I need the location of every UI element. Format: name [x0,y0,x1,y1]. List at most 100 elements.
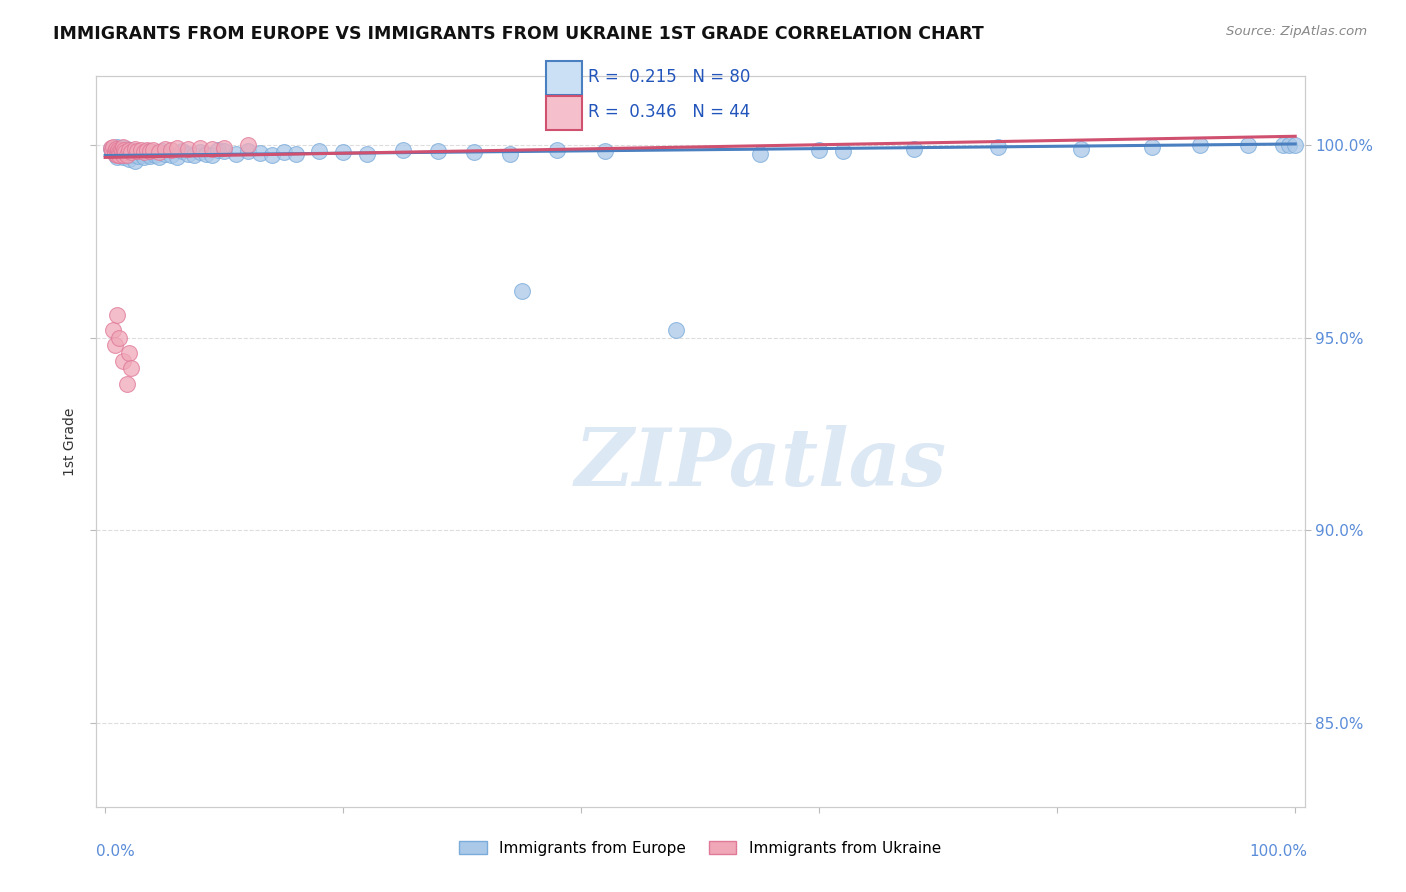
Point [153,146,176,161]
Point [134,150,156,164]
Point [127,144,149,158]
Point [111,140,134,154]
Point [111,145,134,159]
Point [127,149,149,163]
Point [139,149,162,163]
Point [104,145,127,160]
Point [748,146,770,161]
Point [101,144,124,158]
Point [808,143,831,157]
Point [1272,138,1295,153]
Point [118,152,141,166]
Text: Source: ZipAtlas.com: Source: ZipAtlas.com [1226,25,1367,38]
Point [665,323,688,337]
Point [100,141,122,155]
Point [166,150,188,164]
Point [108,142,131,156]
Legend: Immigrants from Europe, Immigrants from Ukraine: Immigrants from Europe, Immigrants from … [453,835,948,862]
Point [135,144,157,158]
Point [391,143,413,157]
Point [114,146,136,161]
Point [546,143,568,157]
Point [127,144,149,158]
Point [135,143,157,157]
Point [1236,138,1258,153]
Point [118,145,141,160]
Text: R =  0.215   N = 80: R = 0.215 N = 80 [588,68,749,86]
Point [112,144,135,158]
Point [225,146,247,161]
Y-axis label: 1st Grade: 1st Grade [63,408,77,475]
Point [100,142,122,156]
Point [115,147,138,161]
Point [105,145,128,159]
Point [120,361,142,376]
Point [120,147,142,161]
Point [136,146,159,161]
Point [188,141,211,155]
Point [107,143,129,157]
Point [120,143,142,157]
Point [111,353,134,368]
Point [105,140,128,154]
Point [129,143,152,157]
Point [273,145,295,159]
Point [832,144,855,158]
Point [177,146,200,161]
Point [183,147,205,161]
Point [903,142,925,156]
Point [212,141,235,155]
Point [115,149,138,163]
Point [195,146,218,161]
Point [1070,142,1092,156]
Point [236,138,259,153]
Point [212,144,235,158]
Point [1284,138,1306,153]
Point [112,143,135,157]
Text: 0.0%: 0.0% [96,845,135,859]
Point [159,147,181,161]
Text: R =  0.346   N = 44: R = 0.346 N = 44 [588,103,749,121]
Point [1278,138,1301,153]
Point [107,144,129,158]
Point [188,145,211,159]
Point [1189,138,1212,153]
Point [111,150,134,164]
Point [142,145,165,159]
Point [105,147,128,161]
Point [111,147,134,161]
Point [111,141,134,155]
Point [201,142,224,156]
Point [105,150,128,164]
Point [134,145,156,159]
Point [499,146,522,161]
Point [121,145,143,159]
Point [124,153,146,168]
Point [103,140,125,154]
Point [236,144,259,158]
Point [120,145,142,159]
Point [104,142,127,156]
Point [987,140,1010,154]
Point [153,142,176,156]
Point [103,141,125,155]
Point [260,147,283,161]
Point [114,145,136,159]
Point [142,143,165,157]
Point [110,145,132,159]
Point [118,346,141,360]
Point [105,308,128,322]
Point [101,143,124,157]
Point [108,147,131,161]
Point [510,285,533,299]
Text: 100.0%: 100.0% [1250,845,1308,859]
Point [356,146,378,161]
Point [129,145,152,160]
Point [332,145,354,159]
Text: ZIPatlas: ZIPatlas [575,425,946,502]
Point [166,141,188,155]
Point [104,146,127,161]
Point [201,147,224,161]
Point [427,144,450,158]
Point [207,143,229,157]
